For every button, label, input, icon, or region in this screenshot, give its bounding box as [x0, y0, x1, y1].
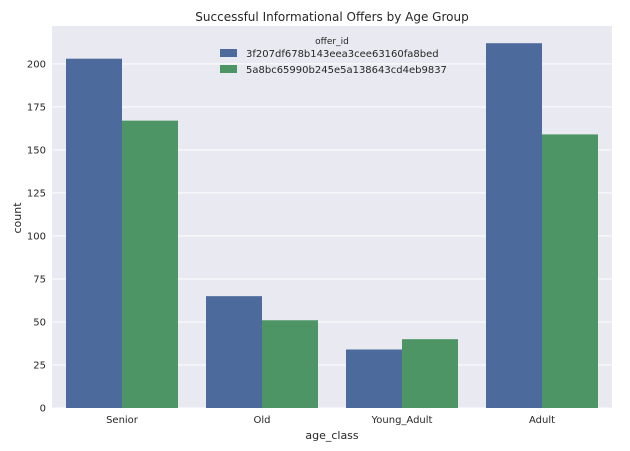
- chart-title: Successful Informational Offers by Age G…: [195, 10, 468, 24]
- x-tick-labels: Senior Old Young_Adult Adult: [106, 415, 555, 426]
- bar-old-series-2: [262, 320, 318, 408]
- x-axis-label: age_class: [305, 429, 359, 442]
- bar-old-series-1: [206, 296, 262, 408]
- y-tick-label: 0: [40, 404, 46, 415]
- x-tick-label: Adult: [529, 415, 555, 426]
- y-tick-label: 100: [27, 231, 46, 242]
- legend-title: offer_id: [315, 37, 349, 47]
- bar-young-adult-series-1: [346, 349, 402, 408]
- y-tick-label: 125: [27, 188, 46, 199]
- legend-swatch-series-2: [220, 65, 237, 73]
- bar-senior-series-2: [122, 121, 178, 408]
- bar-adult-series-1: [486, 43, 542, 408]
- y-tick-label: 175: [27, 102, 46, 113]
- legend-label-series-1: 3f207df678b143eea3cee63160fa8bed: [246, 49, 439, 60]
- y-tick-label: 75: [33, 274, 46, 285]
- y-tick-labels: 0 25 50 75 100 125 150 175 200: [27, 59, 46, 414]
- bar-adult-series-2: [542, 134, 598, 408]
- x-tick-label: Senior: [106, 415, 139, 426]
- y-axis-label: count: [11, 202, 24, 234]
- bar-senior-series-1: [66, 59, 122, 408]
- y-tick-label: 150: [27, 145, 46, 156]
- legend-label-series-2: 5a8bc65990b245e5a138643cd4eb9837: [246, 65, 447, 76]
- bar-young-adult-series-2: [402, 339, 458, 408]
- y-tick-label: 25: [33, 360, 46, 371]
- y-tick-label: 50: [33, 317, 46, 328]
- legend-swatch-series-1: [220, 49, 237, 57]
- y-tick-label: 200: [27, 59, 46, 70]
- x-tick-label: Old: [254, 415, 271, 426]
- x-tick-label: Young_Adult: [371, 415, 433, 426]
